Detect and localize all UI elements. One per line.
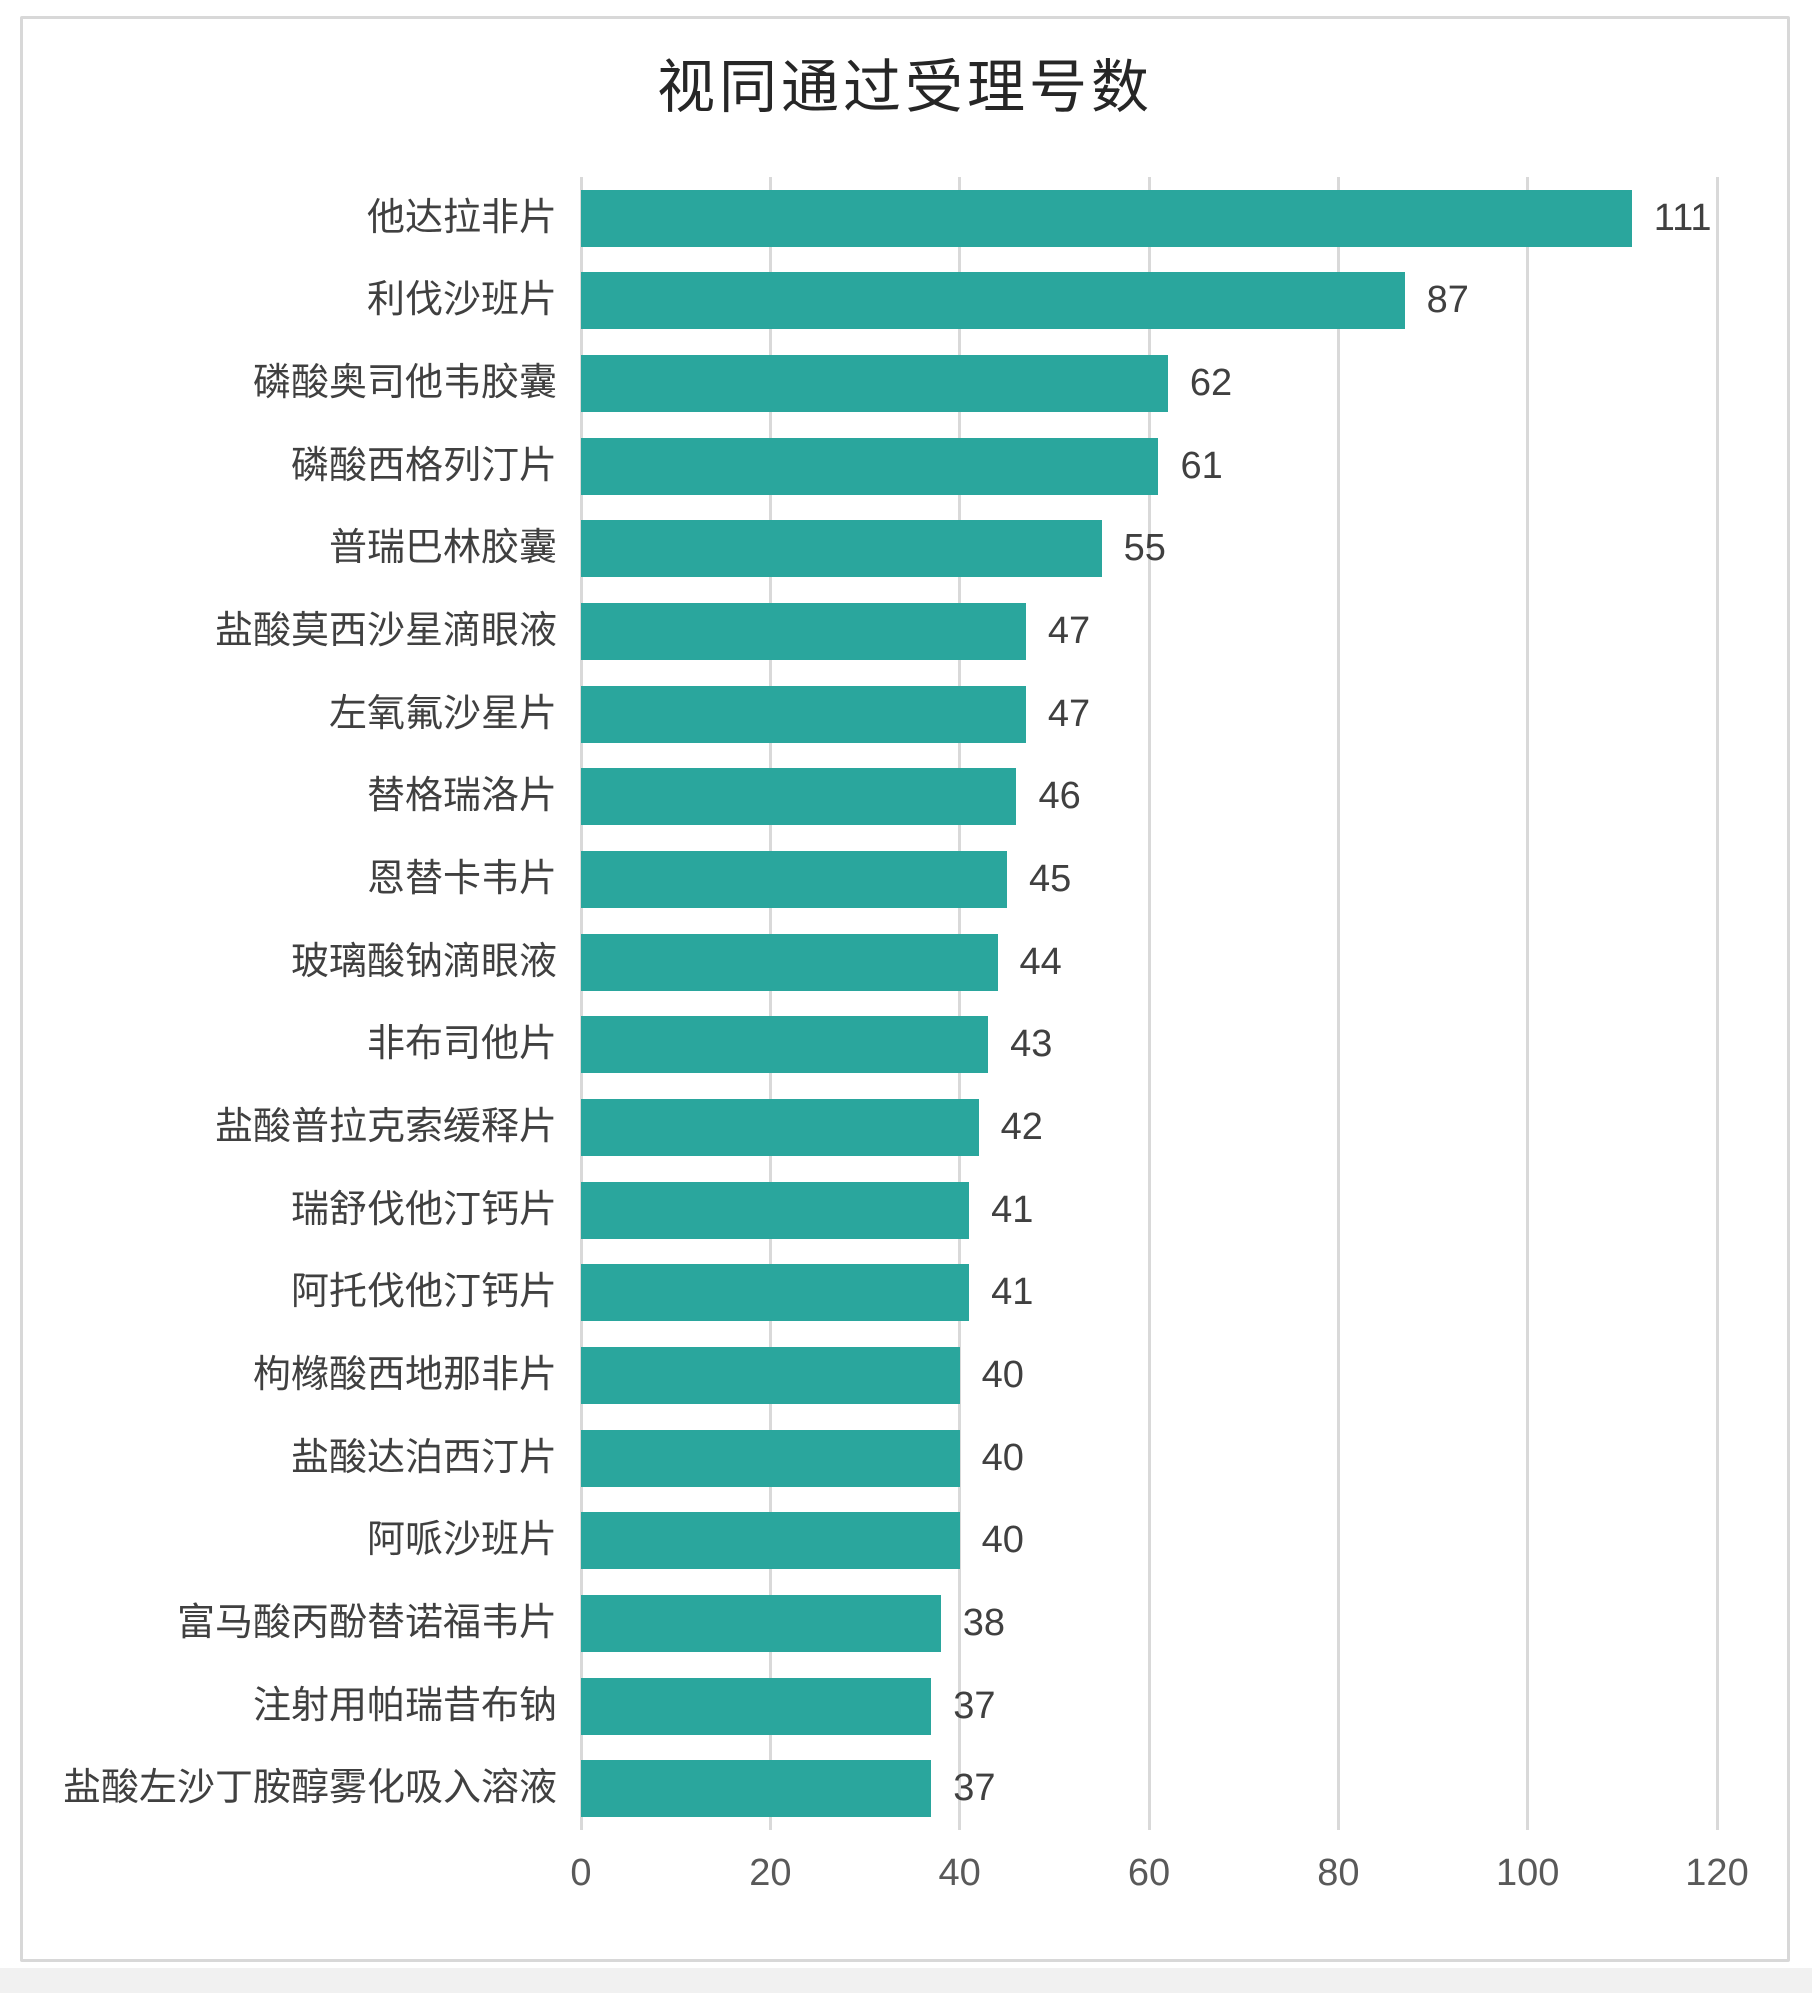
bar bbox=[581, 1016, 989, 1074]
page-background-strip bbox=[0, 1968, 1812, 1993]
category-label: 盐酸达泊西汀片 bbox=[290, 1436, 557, 1479]
x-tick-label: 80 bbox=[1317, 1852, 1360, 1894]
value-label: 45 bbox=[1029, 858, 1072, 901]
category-label: 注射用帕瑞昔布钠 bbox=[252, 1684, 557, 1727]
gridline-x-80 bbox=[1336, 177, 1340, 1830]
bar bbox=[581, 1181, 970, 1239]
category-label: 阿哌沙班片 bbox=[366, 1519, 557, 1562]
category-label: 非布司他片 bbox=[366, 1023, 557, 1066]
value-label: 41 bbox=[991, 1271, 1034, 1314]
value-label: 40 bbox=[981, 1353, 1024, 1396]
category-label: 左氧氟沙星片 bbox=[328, 692, 557, 735]
category-label: 阿托伐他汀钙片 bbox=[290, 1271, 557, 1314]
value-label: 38 bbox=[962, 1601, 1005, 1644]
bar bbox=[581, 189, 1632, 247]
category-label: 磷酸西格列汀片 bbox=[290, 444, 557, 487]
x-tick-label: 120 bbox=[1685, 1852, 1749, 1894]
value-label: 42 bbox=[1000, 1105, 1043, 1148]
bar bbox=[581, 1098, 979, 1156]
value-label: 41 bbox=[991, 1188, 1034, 1231]
bar bbox=[581, 768, 1017, 826]
bar bbox=[581, 1512, 960, 1570]
bar bbox=[581, 1677, 932, 1735]
category-label: 盐酸莫西沙星滴眼液 bbox=[214, 610, 557, 653]
gridline-x-20 bbox=[768, 177, 772, 1830]
value-label: 37 bbox=[953, 1684, 996, 1727]
value-label: 40 bbox=[981, 1436, 1024, 1479]
value-label: 47 bbox=[1047, 610, 1091, 653]
bar bbox=[581, 1264, 970, 1322]
x-tick-label: 100 bbox=[1495, 1852, 1560, 1894]
category-label: 富马酸丙酚替诺福韦片 bbox=[176, 1601, 557, 1644]
category-label: 磷酸奥司他韦胶囊 bbox=[252, 362, 557, 405]
bar bbox=[581, 437, 1159, 495]
x-tick-label: 40 bbox=[938, 1852, 981, 1894]
value-label: 47 bbox=[1047, 692, 1091, 735]
bar bbox=[581, 685, 1026, 743]
value-label: 44 bbox=[1019, 940, 1062, 983]
x-tick-label: 60 bbox=[1127, 1852, 1171, 1894]
bar bbox=[581, 272, 1405, 330]
bar bbox=[581, 1594, 941, 1652]
category-label: 利伐沙班片 bbox=[366, 279, 557, 322]
bar bbox=[581, 1760, 932, 1818]
category-label: 普瑞巴林胶囊 bbox=[328, 527, 557, 570]
category-label: 玻璃酸钠滴眼液 bbox=[290, 940, 557, 983]
gridline-x-60 bbox=[1147, 177, 1151, 1830]
category-label: 瑞舒伐他汀钙片 bbox=[290, 1188, 557, 1231]
value-label: 37 bbox=[953, 1767, 996, 1810]
bar bbox=[581, 355, 1168, 413]
chart-title: 视同通过受理号数 bbox=[656, 55, 1153, 120]
value-label: 43 bbox=[1010, 1023, 1053, 1066]
category-label: 盐酸左沙丁胺醇雾化吸入溶液 bbox=[62, 1767, 557, 1810]
category-label: 恩替卡韦片 bbox=[366, 858, 557, 901]
value-label: 62 bbox=[1189, 362, 1233, 405]
gridline-x-40 bbox=[958, 177, 962, 1830]
value-label: 87 bbox=[1426, 279, 1469, 322]
category-label: 枸橼酸西地那非片 bbox=[252, 1353, 557, 1396]
gridline-x-0 bbox=[579, 177, 583, 1830]
category-label: 他达拉非片 bbox=[366, 196, 557, 239]
bar bbox=[581, 1346, 960, 1404]
bar bbox=[581, 520, 1102, 578]
gridline-x-100 bbox=[1526, 177, 1530, 1830]
value-label: 61 bbox=[1180, 444, 1223, 487]
x-tick-label: 20 bbox=[749, 1852, 792, 1894]
bar bbox=[581, 603, 1026, 661]
value-label: 46 bbox=[1038, 775, 1081, 818]
category-label: 盐酸普拉克索缓释片 bbox=[214, 1105, 557, 1148]
value-label: 55 bbox=[1123, 527, 1166, 570]
x-tick-label: 0 bbox=[570, 1852, 592, 1894]
bar bbox=[581, 851, 1007, 909]
value-label: 40 bbox=[981, 1519, 1024, 1562]
value-label: 111 bbox=[1653, 196, 1712, 239]
bar bbox=[581, 933, 998, 991]
gridline-x-120 bbox=[1715, 177, 1719, 1830]
bar bbox=[581, 1429, 960, 1487]
category-label: 替格瑞洛片 bbox=[366, 775, 557, 818]
